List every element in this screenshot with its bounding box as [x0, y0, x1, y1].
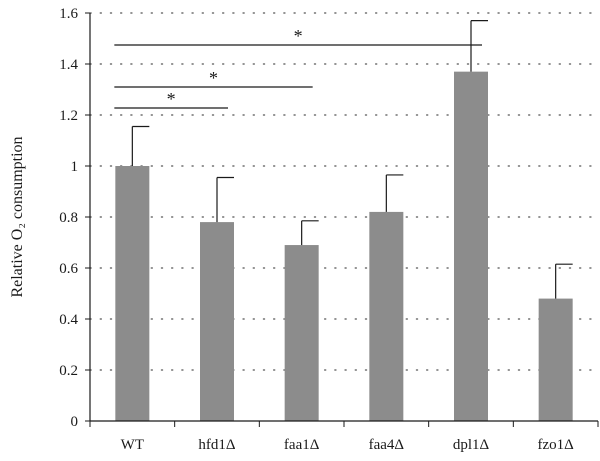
significance-star: *	[294, 26, 303, 46]
bar	[115, 166, 150, 421]
x-tick-label: faa1Δ	[284, 437, 320, 453]
bar	[200, 222, 234, 421]
y-tick-label: 1.4	[59, 57, 78, 73]
x-tick-label: dpl1Δ	[453, 437, 490, 453]
y-tick-label: 1.6	[59, 6, 78, 22]
bar	[454, 71, 488, 422]
y-axis-title: Relative O₂ consumption	[9, 136, 26, 297]
x-tick-label: WT	[121, 437, 144, 453]
y-tick-label: 0.6	[59, 261, 78, 277]
y-axis: 0 0.2 0.4 0.6 0.8 1 1.2 1.4 1.6	[59, 6, 91, 430]
x-axis: WT hfd1Δ faa1Δ faa4Δ dpl1Δ fzo1Δ	[89, 420, 599, 453]
bar	[284, 245, 319, 421]
y-tick-label: 0.4	[59, 312, 78, 328]
bars	[115, 71, 573, 422]
x-tick-label: hfd1Δ	[198, 437, 235, 453]
error-bars	[131, 20, 573, 299]
bar	[369, 211, 404, 421]
significance-star: *	[167, 89, 176, 109]
y-tick-label: 0.8	[59, 210, 78, 226]
x-tick-label: fzo1Δ	[538, 437, 575, 453]
x-tick-label: faa4Δ	[369, 437, 405, 453]
significance-brackets: * * *	[114, 26, 482, 109]
y-tick-label: 1.2	[59, 108, 78, 124]
y-tick-label: 1	[71, 159, 79, 175]
y-tick-label: 0	[71, 414, 79, 430]
bar	[538, 298, 573, 421]
grid-lines	[89, 12, 599, 371]
y-tick-label: 0.2	[59, 363, 78, 379]
significance-star: *	[209, 68, 218, 88]
